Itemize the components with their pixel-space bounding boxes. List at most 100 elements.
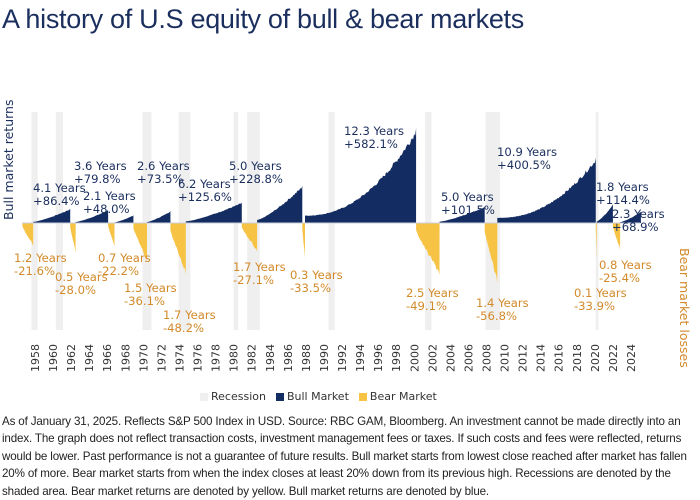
bull-period-label: 2.1 Years +48.0% [83, 189, 136, 216]
bear-market-area [170, 223, 186, 275]
y-axis-label-bear: Bear market losses [677, 248, 692, 368]
x-tick-label: 1976 [192, 344, 205, 372]
bear-period-label: 0.7 Years -22.2% [98, 251, 151, 278]
bear-market-area [302, 223, 305, 259]
bull-market-area [596, 204, 613, 223]
bull-market-area [304, 128, 417, 223]
recession-band [425, 112, 432, 330]
bear-market-area [133, 223, 147, 262]
chart-legend: Recession Bull Market Bear Market [200, 390, 437, 403]
recession-band [595, 112, 599, 330]
bull-period-label: 5.0 Years +228.8% [229, 159, 283, 186]
legend-item-recession: Recession [200, 390, 266, 403]
bear-period-label: 0.1 Years -33.9% [574, 286, 627, 313]
bear-market-area [108, 223, 115, 247]
x-tick-label: 1986 [282, 344, 295, 372]
x-tick-label: 1968 [119, 344, 132, 372]
chart-plot: 4.1 Years +86.4%3.6 Years +79.8% 2.1 Years +… [14, 112, 665, 372]
market-areas [22, 128, 641, 284]
bear-period-label: 0.3 Years -33.5% [290, 268, 343, 295]
bull-period-label: 5.0 Years +101.5% [441, 190, 495, 217]
x-tick-label: 1998 [390, 344, 403, 372]
period-labels: 4.1 Years +86.4%3.6 Years +79.8% 2.1 Years +… [14, 124, 665, 335]
bull-period-label: 2.6 Years +73.5% [137, 159, 190, 186]
recession-band [178, 112, 191, 330]
bear-period-label: 1.7 Years -27.1% [233, 260, 286, 287]
x-tick-label: 1982 [246, 344, 259, 372]
x-tick-label: 2018 [571, 344, 584, 372]
x-tick-label: 1992 [336, 344, 349, 372]
bull-market-area [114, 215, 134, 223]
bear-period-label: 1.7 Years -48.2% [163, 308, 216, 335]
x-tick-label: 1980 [228, 344, 241, 372]
bull-period-label: 3.6 Years +79.8% [74, 159, 127, 186]
bear-market-area [22, 223, 34, 246]
recession-swatch [200, 392, 208, 401]
x-tick-label: 2022 [607, 344, 620, 372]
y-axis-label-bull: Bull market returns [1, 99, 16, 220]
x-tick-label: 1972 [155, 344, 168, 372]
x-tick-label: 2014 [535, 344, 548, 372]
bull-market-area [75, 210, 109, 223]
legend-label: Bull Market [286, 390, 349, 403]
x-tick-label: 1990 [318, 344, 331, 372]
bull-period-label: 2.3 Years +68.9% [612, 207, 665, 234]
x-tick-label: 2012 [517, 344, 530, 372]
bull-swatch [275, 392, 284, 401]
bull-market-area [185, 202, 242, 223]
bull-period-label: 12.3 Years +582.1% [344, 124, 404, 151]
recession-band [31, 112, 38, 330]
x-tick-label: 2004 [444, 344, 457, 372]
bear-period-label: 1.5 Years -36.1% [124, 281, 177, 308]
bull-market-area [439, 206, 485, 223]
x-tick-label: 2000 [408, 344, 421, 372]
x-tick-label: 2010 [499, 344, 512, 372]
x-tick-label: 1960 [47, 344, 60, 372]
bear-market-area [70, 223, 76, 253]
x-tick-label: 1974 [173, 344, 186, 372]
x-tick-label: 2002 [426, 344, 439, 372]
x-tick-label: 2020 [589, 344, 602, 372]
bull-period-label: 6.2 Years +125.6% [178, 177, 232, 204]
x-axis-ticks: 1958 1960 1962 1964 1966 1968 1970 1972 1974 1976… [29, 344, 638, 372]
bull-market-area [257, 185, 303, 223]
bear-period-label: 2.5 Years -49.1% [406, 286, 459, 313]
x-tick-label: 2016 [553, 344, 566, 372]
bear-period-label: 0.8 Years -25.4% [599, 258, 652, 285]
chart-title: A history of U.S equity of bull & bear m… [2, 4, 524, 34]
recession-band [247, 112, 260, 330]
bear-market-area [612, 223, 621, 250]
bear-market-area [595, 223, 597, 259]
legend-label: Bear Market [369, 390, 437, 403]
bear-market-area [416, 223, 440, 275]
bull-period-label: 1.8 Years +114.4% [596, 180, 650, 207]
bear-period-label: 1.2 Years -21.6% [14, 251, 67, 278]
bull-market-area [620, 211, 641, 223]
x-tick-label: 1962 [65, 344, 78, 372]
bear-market-area [241, 223, 258, 252]
x-tick-label: 1970 [137, 344, 150, 372]
bear-market-area [484, 223, 498, 284]
x-tick-label: 2006 [462, 344, 475, 372]
x-tick-label: 1996 [372, 344, 385, 372]
bull-market-area [146, 211, 171, 223]
bull-market-area [497, 157, 596, 223]
x-tick-label: 1988 [300, 344, 313, 372]
footnote: As of January 31, 2025. Reflects S&P 500… [2, 415, 687, 498]
x-tick-label: 1964 [83, 344, 96, 372]
x-tick-label: 1958 [29, 344, 42, 372]
bear-period-label: 1.4 Years -56.8% [476, 296, 529, 323]
x-tick-label: 2008 [481, 344, 494, 372]
bear-period-label: 0.5 Years -28.0% [55, 270, 108, 297]
x-tick-label: 1984 [264, 344, 277, 372]
bear-swatch [358, 392, 367, 401]
bull-period-label: 4.1 Years +86.4% [33, 181, 86, 208]
x-tick-label: 2024 [625, 344, 638, 372]
x-tick-label: 1966 [101, 344, 114, 372]
recession-band [142, 112, 152, 330]
legend-label: Recession [211, 390, 266, 403]
legend-item-bear: Bear Market [358, 390, 437, 403]
bull-market-area [33, 208, 71, 223]
bull-period-label: 10.9 Years +400.5% [497, 145, 557, 172]
x-tick-label: 1978 [210, 344, 223, 372]
